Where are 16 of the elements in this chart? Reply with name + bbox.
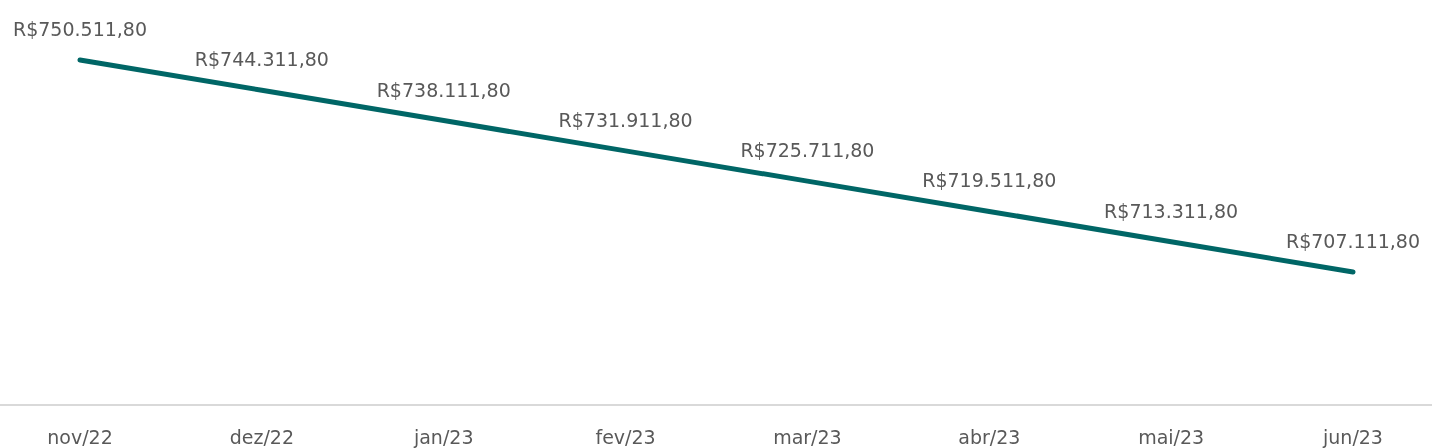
data-label: R$731.911,80 (558, 108, 693, 131)
data-label: R$738.111,80 (376, 78, 511, 101)
x-tick-label: mar/23 (773, 426, 842, 448)
x-tick-label: mai/23 (1138, 426, 1205, 448)
x-tick-label: abr/23 (958, 426, 1021, 448)
data-label: R$744.311,80 (194, 48, 329, 71)
data-label: R$713.311,80 (1104, 199, 1239, 222)
x-tick-label: dez/22 (229, 426, 295, 448)
x-tick-label: fev/23 (595, 426, 656, 448)
data-label: R$707.111,80 (1285, 230, 1421, 252)
x-tick-label: jun/23 (1322, 426, 1383, 448)
data-label: R$719.511,80 (922, 169, 1057, 192)
x-tick-label: nov/22 (47, 426, 113, 448)
data-label: R$750.511,80 (12, 18, 148, 40)
x-tick-label: jan/23 (412, 426, 474, 448)
data-label: R$725.711,80 (740, 139, 875, 162)
